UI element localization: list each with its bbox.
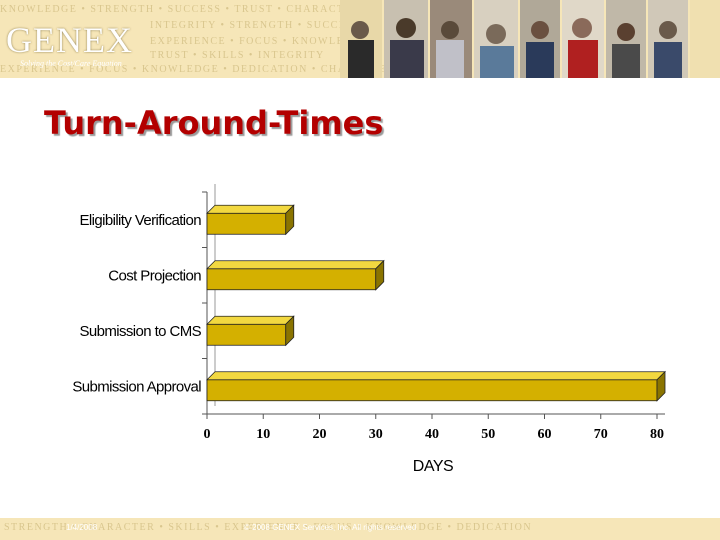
page-title: Turn-Around-Times [44, 104, 384, 142]
x-tick-label: 10 [256, 427, 270, 442]
logo-tagline: Solving the Cost/Care Equation [20, 59, 122, 68]
bar-chart: Eligibility Verification Cost Projection S… [72, 184, 666, 475]
x-tick-label: 80 [650, 427, 664, 442]
bar [206, 315, 295, 347]
photo-collage [340, 0, 720, 78]
banner-word-row: KNOWLEDGE • STRENGTH • SUCCESS • TRUST •… [0, 4, 361, 15]
x-tick-label: 60 [538, 427, 552, 442]
logo-wordmark: GENEX [6, 20, 133, 60]
category-label: Submission Approval [72, 378, 201, 395]
banner-word-row: TRUST • SKILLS • INTEGRITY [150, 50, 325, 61]
banner-word-row: INTEGRITY • STRENGTH • SUCCESS [150, 20, 361, 31]
footer-word-row: STRENGTH • CHARACTER • SKILLS • EXPERIEN… [4, 522, 533, 533]
bar [206, 370, 666, 402]
footer-date: 1/4/2008 [66, 523, 98, 532]
photo-strip-icon [340, 0, 720, 78]
x-tick-label: 30 [369, 427, 383, 442]
bar [206, 204, 295, 236]
banner-word-row: EXPERIENCE • FOCUS • KNOWLEDGE [150, 36, 370, 47]
category-label: Eligibility Verification [80, 212, 202, 229]
x-tick-label: 70 [594, 427, 608, 442]
footer-banner: STRENGTH • CHARACTER • SKILLS • EXPERIEN… [0, 518, 720, 540]
header-banner: KNOWLEDGE • STRENGTH • SUCCESS • TRUST •… [0, 0, 720, 78]
x-tick-label: 40 [425, 427, 439, 442]
category-label: Cost Projection [108, 267, 201, 284]
x-tick-label: 0 [204, 427, 211, 442]
footer-copyright: © 2008 GENEX Services, Inc. All rights r… [244, 523, 417, 532]
x-tick-label: 20 [313, 427, 327, 442]
genex-logo: GENEX Solving the Cost/Care Equation [6, 22, 156, 70]
x-tick-label: 50 [481, 427, 495, 442]
bar [206, 259, 385, 291]
category-label: Submission to CMS [79, 323, 201, 340]
x-axis-title: DAYS [413, 458, 453, 475]
